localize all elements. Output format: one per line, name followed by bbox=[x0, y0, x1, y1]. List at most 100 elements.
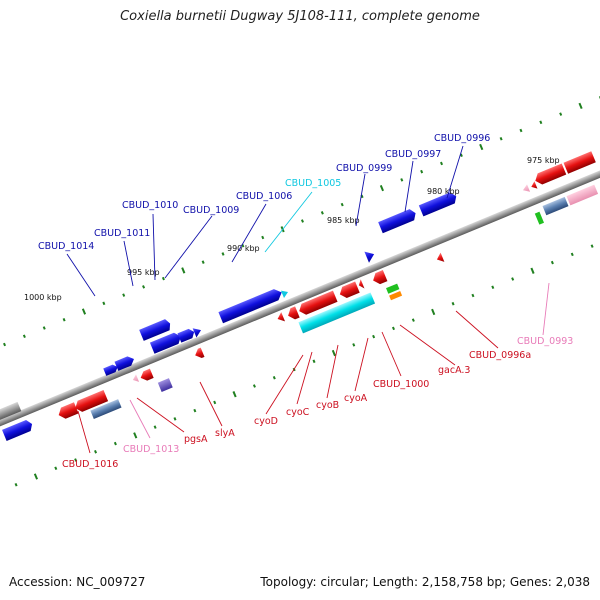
scale-ticks-reverse bbox=[14, 244, 594, 487]
gene-cyob-red bbox=[299, 290, 338, 315]
gene-cbud-1014 bbox=[114, 356, 134, 371]
minor-tick bbox=[440, 161, 444, 166]
major-tick bbox=[331, 349, 336, 357]
minor-tick bbox=[221, 252, 225, 256]
scale-label: 995 kbp bbox=[127, 268, 160, 277]
minor-tick bbox=[173, 417, 177, 421]
leader-cbud-1006 bbox=[231, 203, 267, 263]
gene-label-cyod: cyoD bbox=[254, 416, 278, 427]
gene-cbud-1010 bbox=[149, 332, 181, 354]
gene-right-red-b bbox=[531, 181, 538, 189]
gene-cbud-0997 bbox=[378, 209, 416, 234]
gene-label-cbud-1013: CBUD_1013 bbox=[123, 444, 179, 455]
minor-tick bbox=[559, 112, 563, 116]
gene-label-cbud-1006: CBUD_1006 bbox=[236, 191, 292, 202]
leader-cbud-1009 bbox=[164, 215, 213, 279]
scale-labels: 1000 kbp 995 kbp 990 kbp 985 kbp 980 kbp… bbox=[24, 156, 560, 302]
leader-cbud-1016 bbox=[77, 410, 91, 454]
leader-gaca-3 bbox=[399, 324, 456, 366]
minor-tick bbox=[519, 128, 523, 133]
minor-tick bbox=[491, 285, 495, 290]
minor-tick bbox=[340, 202, 344, 207]
minor-tick bbox=[400, 178, 404, 182]
gene-label-cbud-0999: CBUD_0999 bbox=[336, 163, 392, 174]
minor-tick bbox=[22, 334, 26, 338]
minor-tick bbox=[411, 318, 415, 322]
forward-genes bbox=[103, 151, 596, 376]
gene-label-cbud-1009: CBUD_1009 bbox=[183, 205, 239, 216]
minor-tick bbox=[570, 252, 574, 257]
gene-label-cyoa: cyoA bbox=[344, 393, 368, 404]
minor-tick bbox=[272, 375, 276, 380]
minor-tick bbox=[193, 408, 197, 413]
leader-cbud-0997 bbox=[404, 160, 414, 213]
scale-label: 990 kbp bbox=[227, 244, 260, 253]
major-tick bbox=[133, 432, 138, 439]
leader-cbud-1010 bbox=[152, 213, 156, 281]
minor-tick bbox=[372, 334, 376, 339]
scale-label: 985 kbp bbox=[327, 216, 360, 225]
minor-tick bbox=[590, 244, 594, 248]
gene-label-cbud-0996: CBUD_0996 bbox=[434, 133, 490, 144]
scale-label: 1000 kbp bbox=[24, 293, 62, 302]
accession-text: Accession: NC_009727 bbox=[9, 575, 146, 589]
leader-cbud-0999 bbox=[355, 173, 366, 227]
leader-cyob bbox=[326, 344, 339, 399]
gene-slya bbox=[195, 347, 205, 359]
topology-summary: Topology: circular; Length: 2,158,758 bp… bbox=[260, 575, 590, 589]
minor-tick bbox=[320, 211, 324, 215]
gene-gaca-orange bbox=[389, 290, 403, 301]
minor-tick bbox=[261, 235, 265, 240]
minor-tick bbox=[94, 450, 98, 454]
gene-label-cyob: cyoB bbox=[316, 400, 339, 411]
minor-tick bbox=[113, 441, 117, 446]
leader-cbud-1011 bbox=[123, 240, 134, 287]
gene-cbud-1013b bbox=[157, 378, 173, 392]
gene-right-red-c bbox=[563, 151, 596, 174]
leader-cbud-1014 bbox=[66, 253, 96, 297]
leader-cyoa bbox=[354, 337, 369, 392]
minor-tick bbox=[252, 384, 256, 388]
major-tick bbox=[530, 267, 535, 274]
leader-cbud-1013 bbox=[129, 399, 151, 439]
minor-tick bbox=[122, 293, 126, 297]
gene-cyod bbox=[277, 312, 286, 322]
gene-label-slya: slyA bbox=[215, 428, 235, 439]
minor-tick bbox=[550, 260, 554, 265]
gene-label-cbud-1014: CBUD_1014 bbox=[38, 241, 94, 252]
map-title: Coxiella burnetii Dugway 5J108-111, comp… bbox=[120, 9, 480, 24]
leader-cyod bbox=[265, 354, 304, 415]
minor-tick bbox=[142, 285, 146, 289]
scale-label: 980 kbp bbox=[427, 187, 460, 196]
genome-backbone bbox=[0, 134, 600, 463]
gene-cbud-1005 bbox=[280, 290, 289, 298]
minor-tick bbox=[420, 169, 424, 174]
gene-label-cbud-0993: CBUD_0993 bbox=[517, 336, 573, 347]
gene-cbud-0996a bbox=[436, 252, 445, 262]
minor-tick bbox=[42, 326, 46, 330]
gene-cbud-1011 bbox=[139, 319, 171, 341]
major-tick bbox=[431, 308, 436, 316]
gene-cbud-0996 bbox=[418, 192, 457, 217]
gene-labels: CBUD_1014 CBUD_1011 CBUD_1010 CBUD_1009 … bbox=[38, 133, 573, 470]
gene-cbud-1016b bbox=[75, 390, 109, 412]
minor-tick bbox=[153, 425, 157, 429]
leader-cbud-0993 bbox=[542, 282, 550, 336]
scale-label: 975 kbp bbox=[527, 156, 560, 165]
gene-cbud-1016c bbox=[90, 399, 122, 419]
gene-cyoa-tip bbox=[358, 279, 365, 289]
major-tick bbox=[232, 391, 237, 398]
gene-label-cbud-1000: CBUD_1000 bbox=[373, 379, 429, 390]
gene-label-cbud-1016: CBUD_1016 bbox=[62, 459, 118, 470]
minor-tick bbox=[312, 359, 316, 364]
minor-tick bbox=[213, 400, 217, 405]
gene-far-left-blue bbox=[2, 419, 33, 442]
major-tick bbox=[181, 267, 186, 274]
gene-label-cbud-0996a: CBUD_0996a bbox=[469, 350, 531, 361]
gene-label-pgsa: pgsA bbox=[184, 434, 208, 445]
gene-cbud-0999 bbox=[364, 251, 375, 263]
minor-tick bbox=[74, 458, 78, 462]
gene-cbud-1013a bbox=[132, 374, 140, 382]
minor-tick bbox=[161, 276, 165, 281]
minor-tick bbox=[14, 482, 18, 487]
